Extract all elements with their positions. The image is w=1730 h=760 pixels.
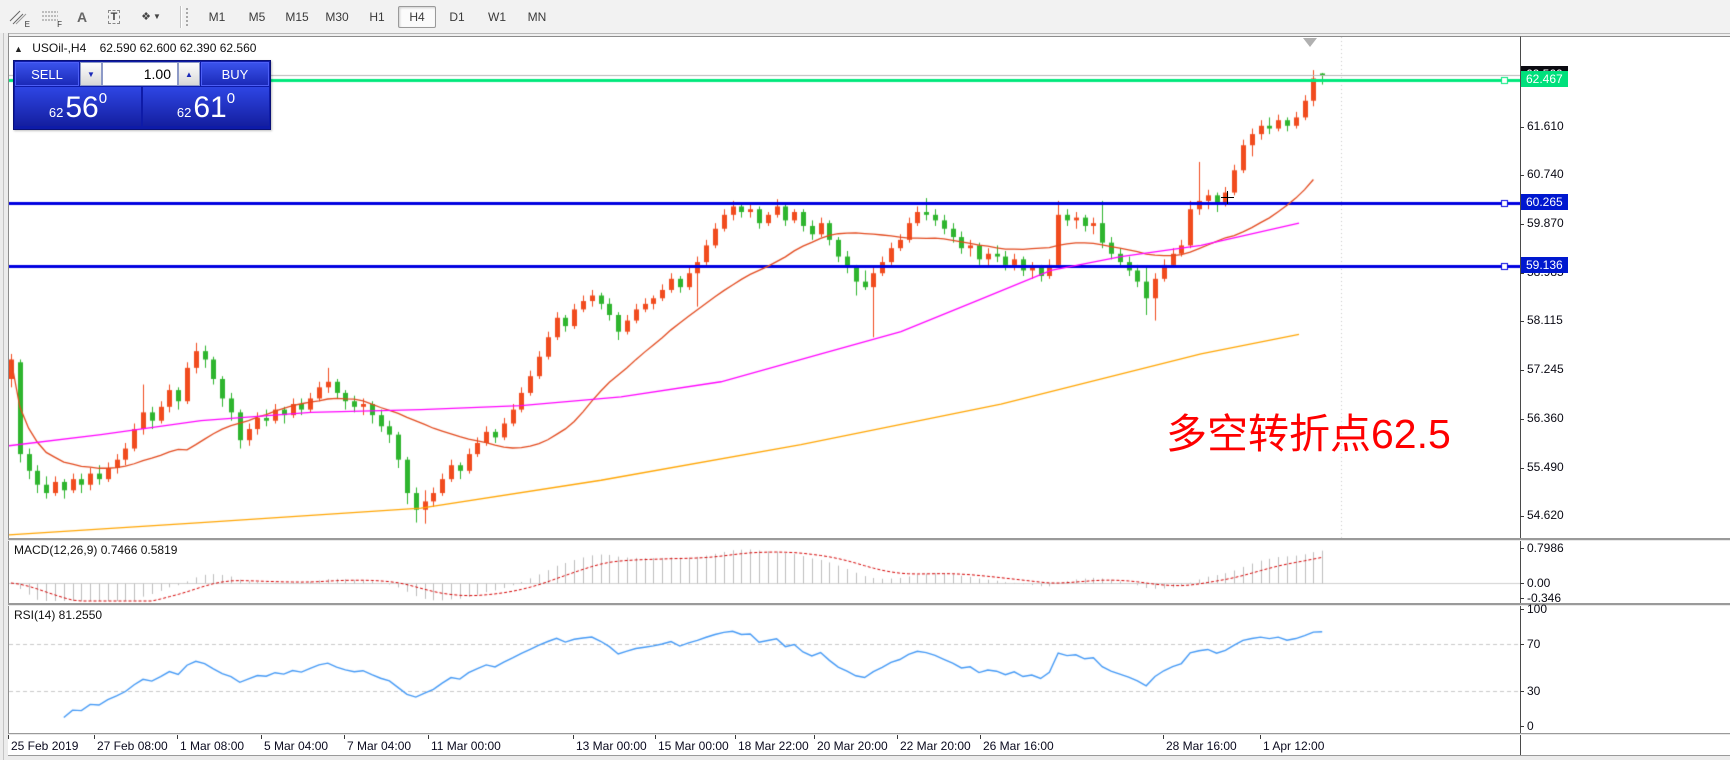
timeframe-button-W1[interactable]: W1 (488, 9, 506, 24)
panel-separator-macd[interactable] (8, 538, 1730, 541)
rsi-panel[interactable] (8, 605, 1521, 733)
equidistant-channel-icon[interactable]: E (4, 4, 32, 30)
collapse-triangle-icon[interactable]: ▲ (14, 44, 23, 54)
volume-input[interactable]: 1.00 (102, 62, 178, 86)
chart-symbol-label: USOil-,H4 (32, 41, 87, 55)
timeframe-button-D1[interactable]: D1 (449, 9, 465, 24)
timeframe-button-M5[interactable]: M5 (248, 9, 266, 24)
timeframe-button-H1[interactable]: H1 (369, 9, 385, 24)
chevron-down-icon: ▼ (152, 12, 161, 21)
text-tool-icon[interactable]: T (100, 4, 128, 30)
timeframe-button-H4[interactable]: H4 (398, 5, 436, 28)
left-edge-groove (3, 33, 4, 760)
timeframe-button-M1[interactable]: M1 (208, 9, 226, 24)
buy-price-superscript: 0 (226, 90, 236, 107)
chart-ohlc-values: 62.590 62.600 62.390 62.560 (99, 41, 257, 55)
text-tool-glyph: T (107, 9, 121, 24)
time-axis (8, 735, 1520, 755)
buy-price-prefix: 62 (176, 105, 192, 120)
fibonacci-icon-sub: F (57, 19, 62, 29)
timeframe-button-MN[interactable]: MN (527, 9, 547, 24)
scroll-anchor-icon[interactable] (1303, 38, 1317, 47)
macd-panel[interactable] (8, 540, 1521, 603)
trade-panel-top-row: SELL ▼ 1.00 ▲ BUY (14, 61, 270, 87)
timeframe-button-M15[interactable]: M15 (285, 9, 309, 24)
volume-decrease-button[interactable]: ▼ (80, 62, 102, 86)
chart-header: ▲ USOil-,H4 62.590 62.600 62.390 62.560 (14, 41, 256, 55)
time-axis-separator (8, 733, 1730, 735)
buy-price-main: 61 (193, 91, 227, 124)
panel-separator-rsi[interactable] (8, 603, 1730, 606)
toolbar-grip[interactable] (186, 7, 191, 26)
price-axis-column (1520, 36, 1730, 756)
timeframe-button-M30[interactable]: M30 (325, 9, 349, 24)
arrows-tool-icon[interactable]: ❖ ▼ (132, 4, 170, 30)
crosshair-cursor-icon (1221, 191, 1234, 204)
timeframe-buttons: M1 M5 M15 M30 H1 H4 D1 W1 MN (197, 0, 557, 33)
toolbar: E F A T ❖ ▼ M1 M5 M15 M30 H1 H4 D1 W1 MN (0, 0, 1730, 34)
text-label-icon[interactable]: A (68, 4, 96, 30)
chart-annotation-text: 多空转折点62.5 (1166, 411, 1451, 457)
macd-canvas[interactable] (9, 540, 1521, 603)
one-click-trading-panel: SELL ▼ 1.00 ▲ BUY 62 56 0 62 61 0 (13, 60, 271, 130)
window-bottom-edge (8, 755, 1730, 760)
channel-icon-sub: E (24, 19, 30, 29)
toolbar-separator (180, 5, 182, 28)
macd-label: MACD(12,26,9) 0.7466 0.5819 (14, 543, 178, 557)
fibonacci-icon-glyph (42, 11, 58, 20)
sell-price-main: 56 (65, 91, 99, 124)
sell-price-superscript: 0 (98, 90, 108, 107)
buy-price-display[interactable]: 62 61 0 (143, 87, 269, 126)
channel-icon-glyph (9, 10, 27, 24)
volume-increase-button[interactable]: ▲ (178, 62, 200, 86)
text-label-glyph: A (76, 8, 88, 25)
sell-price-prefix: 62 (48, 105, 64, 120)
rsi-canvas[interactable] (9, 605, 1521, 733)
trade-panel-price-row: 62 56 0 62 61 0 (14, 87, 270, 127)
rsi-label: RSI(14) 81.2550 (14, 608, 103, 622)
sell-price-display[interactable]: 62 56 0 (15, 87, 141, 126)
fibonacci-icon[interactable]: F (36, 4, 64, 30)
arrows-glyph: ❖ (141, 11, 151, 23)
sell-button[interactable]: SELL (15, 62, 79, 86)
buy-button[interactable]: BUY (201, 62, 269, 86)
